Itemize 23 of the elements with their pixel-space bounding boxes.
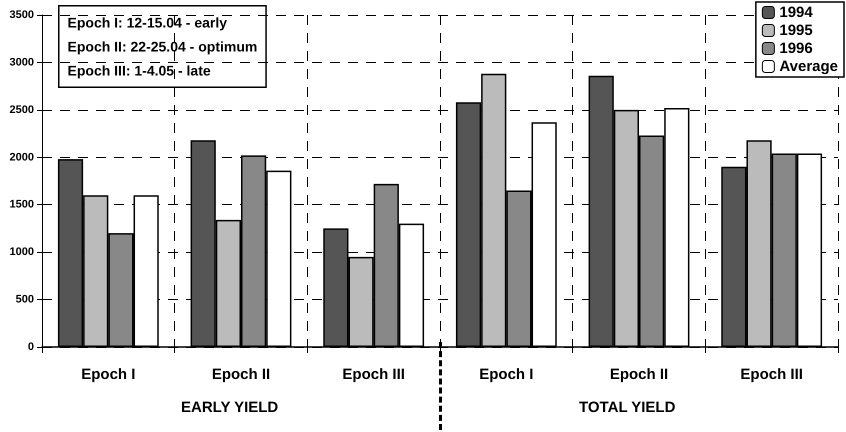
text: EARLY YIELD (181, 399, 278, 416)
legend-label: 1995 (779, 22, 813, 39)
annotation: Epoch II: 22-25.04 - optimum (68, 38, 258, 54)
legend-label: 1994 (779, 4, 814, 21)
legend-label: Average (779, 58, 838, 75)
y-tick-label: 2000 (10, 151, 34, 164)
y-tick-label: 2500 (10, 104, 34, 116)
x-tick-label: Epoch III (342, 366, 405, 383)
x-tick-label: Epoch III (740, 366, 803, 383)
y-tick-label: 1500 (10, 198, 34, 211)
y-tick-label: 500 (16, 294, 34, 306)
x-tick-label: Epoch I (81, 366, 136, 383)
annotation: Epoch III: 1-4.05 - late (68, 62, 211, 78)
y-tick-label: 1000 (10, 246, 34, 258)
y-tick-label: 0 (28, 341, 34, 353)
x-tick-label: Epoch II (610, 366, 668, 383)
x-tick-label: Epoch I (479, 366, 534, 383)
y-tick-label: 3500 (10, 9, 34, 21)
legend-label: 1996 (779, 40, 813, 57)
y-tick-label: 3000 (10, 56, 34, 68)
annotation: Epoch I: 12-15.04 - early (68, 14, 228, 30)
text: TOTAL YIELD (579, 399, 676, 416)
x-tick-label: Epoch II (212, 366, 270, 383)
